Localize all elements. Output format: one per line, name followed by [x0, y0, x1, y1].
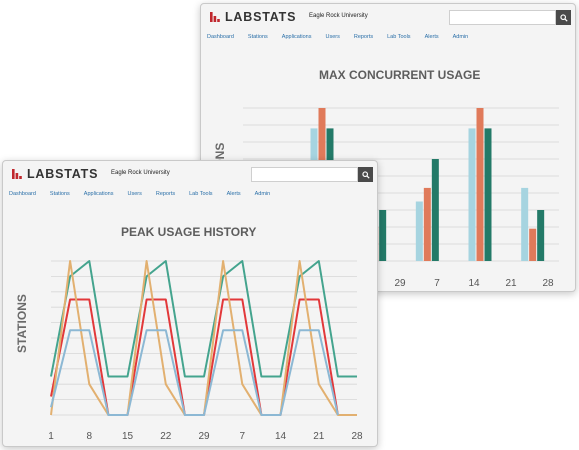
nav-applications[interactable]: Applications	[83, 191, 114, 197]
peak-usage-history-chart: 1 8 15 22 29 7 14 21 28	[48, 260, 363, 442]
app-header: LABSTATS Eagle Rock University	[201, 4, 575, 31]
x-tick-label: 29	[394, 278, 406, 289]
x-tick-label: 28	[542, 278, 554, 289]
x-tick-label: 21	[505, 278, 517, 289]
nav-admin[interactable]: Admin	[254, 191, 271, 197]
nav-applications[interactable]: Applications	[281, 34, 312, 40]
peak-usage-history-window: LABSTATS Eagle Rock University Dashboard…	[2, 160, 378, 447]
nav-lab-tools[interactable]: Lab Tools	[387, 34, 411, 40]
search-button[interactable]	[556, 10, 571, 25]
nav-stations[interactable]: Stations	[247, 34, 268, 40]
nav-stations[interactable]: Stations	[49, 191, 70, 197]
series-line	[50, 329, 339, 416]
main-nav: Dashboard Stations Applications Users Re…	[207, 34, 575, 44]
x-tick-label: 14	[275, 431, 287, 442]
series-line	[50, 298, 339, 416]
nav-alerts[interactable]: Alerts	[424, 34, 439, 40]
search-button[interactable]	[358, 167, 373, 182]
brand-name: LABSTATS	[225, 10, 297, 24]
nav-users[interactable]: Users	[325, 34, 340, 40]
x-tick-label: 22	[160, 431, 172, 442]
app-header: LABSTATS Eagle Rock University	[3, 161, 377, 188]
search-box	[251, 167, 373, 182]
x-tick-label: 8	[86, 431, 92, 442]
x-tick-label: 1	[48, 431, 54, 442]
bar	[379, 210, 387, 261]
chart-title: MAX CONCURRENT USAGE	[319, 68, 481, 82]
x-tick-label: 14	[468, 278, 480, 289]
x-tick-label: 7	[434, 278, 440, 289]
bar	[431, 159, 439, 261]
institution-name: Eagle Rock University	[111, 170, 170, 176]
search-icon	[559, 13, 568, 22]
x-tick-label: 29	[198, 431, 210, 442]
labstats-logo-icon	[12, 169, 22, 179]
nav-reports[interactable]: Reports	[155, 191, 176, 197]
nav-alerts[interactable]: Alerts	[226, 191, 241, 197]
nav-lab-tools[interactable]: Lab Tools	[189, 191, 213, 197]
x-tick-label: 15	[122, 431, 134, 442]
x-tick-label: 21	[313, 431, 325, 442]
main-nav: Dashboard Stations Applications Users Re…	[9, 191, 377, 201]
bar	[521, 187, 529, 261]
search-input[interactable]	[251, 167, 358, 182]
search-box	[449, 10, 571, 25]
institution-name: Eagle Rock University	[309, 13, 368, 19]
search-input[interactable]	[449, 10, 556, 25]
nav-reports[interactable]: Reports	[353, 34, 374, 40]
bar	[476, 108, 484, 261]
chart-title: PEAK USAGE HISTORY	[121, 225, 257, 239]
x-tick-label: 28	[351, 431, 363, 442]
nav-dashboard[interactable]: Dashboard	[207, 34, 234, 40]
bar	[423, 187, 431, 261]
labstats-logo[interactable]: LABSTATS	[11, 167, 98, 181]
nav-admin[interactable]: Admin	[452, 34, 469, 40]
bar	[537, 210, 545, 261]
series-line	[50, 260, 357, 378]
nav-users[interactable]: Users	[127, 191, 142, 197]
bar	[484, 128, 492, 261]
labstats-logo-icon	[210, 12, 220, 22]
x-tick-label: 7	[239, 431, 245, 442]
bar	[415, 201, 423, 261]
nav-dashboard[interactable]: Dashboard	[9, 191, 36, 197]
bar	[529, 228, 537, 261]
search-icon	[361, 170, 370, 179]
bar	[468, 128, 476, 261]
labstats-logo[interactable]: LABSTATS	[209, 10, 296, 24]
brand-name: LABSTATS	[27, 167, 99, 181]
